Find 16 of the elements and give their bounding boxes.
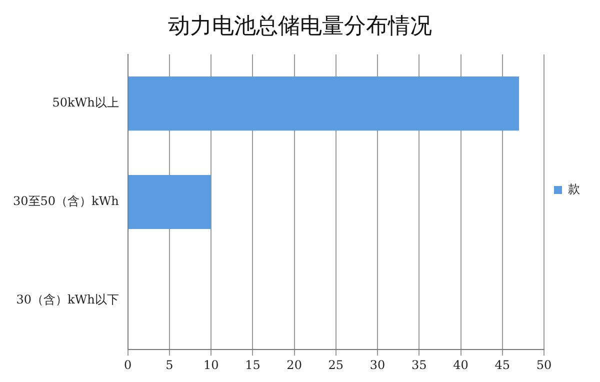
legend-label: 款	[568, 182, 580, 196]
x-tick-label: 35	[412, 358, 427, 372]
chart-title: 动力电池总储电量分布情况	[168, 14, 432, 39]
x-tick-label: 45	[494, 358, 510, 372]
x-tick-label: 25	[328, 358, 344, 372]
y-tick-label: 50kWh以上	[52, 96, 119, 110]
x-tick-label: 0	[124, 358, 132, 372]
y-tick-label: 30至50（含）kWh	[13, 194, 120, 208]
x-tick-label: 15	[245, 358, 260, 372]
y-tick-label: 30（含）kWh以下	[16, 292, 119, 307]
x-tick-label: 40	[453, 358, 468, 372]
x-tick-label: 10	[203, 358, 219, 372]
x-tick-label: 5	[166, 358, 174, 372]
x-tick-label: 30	[370, 358, 386, 372]
x-tick-label: 20	[286, 358, 302, 372]
x-tick-label: 50	[536, 358, 552, 372]
